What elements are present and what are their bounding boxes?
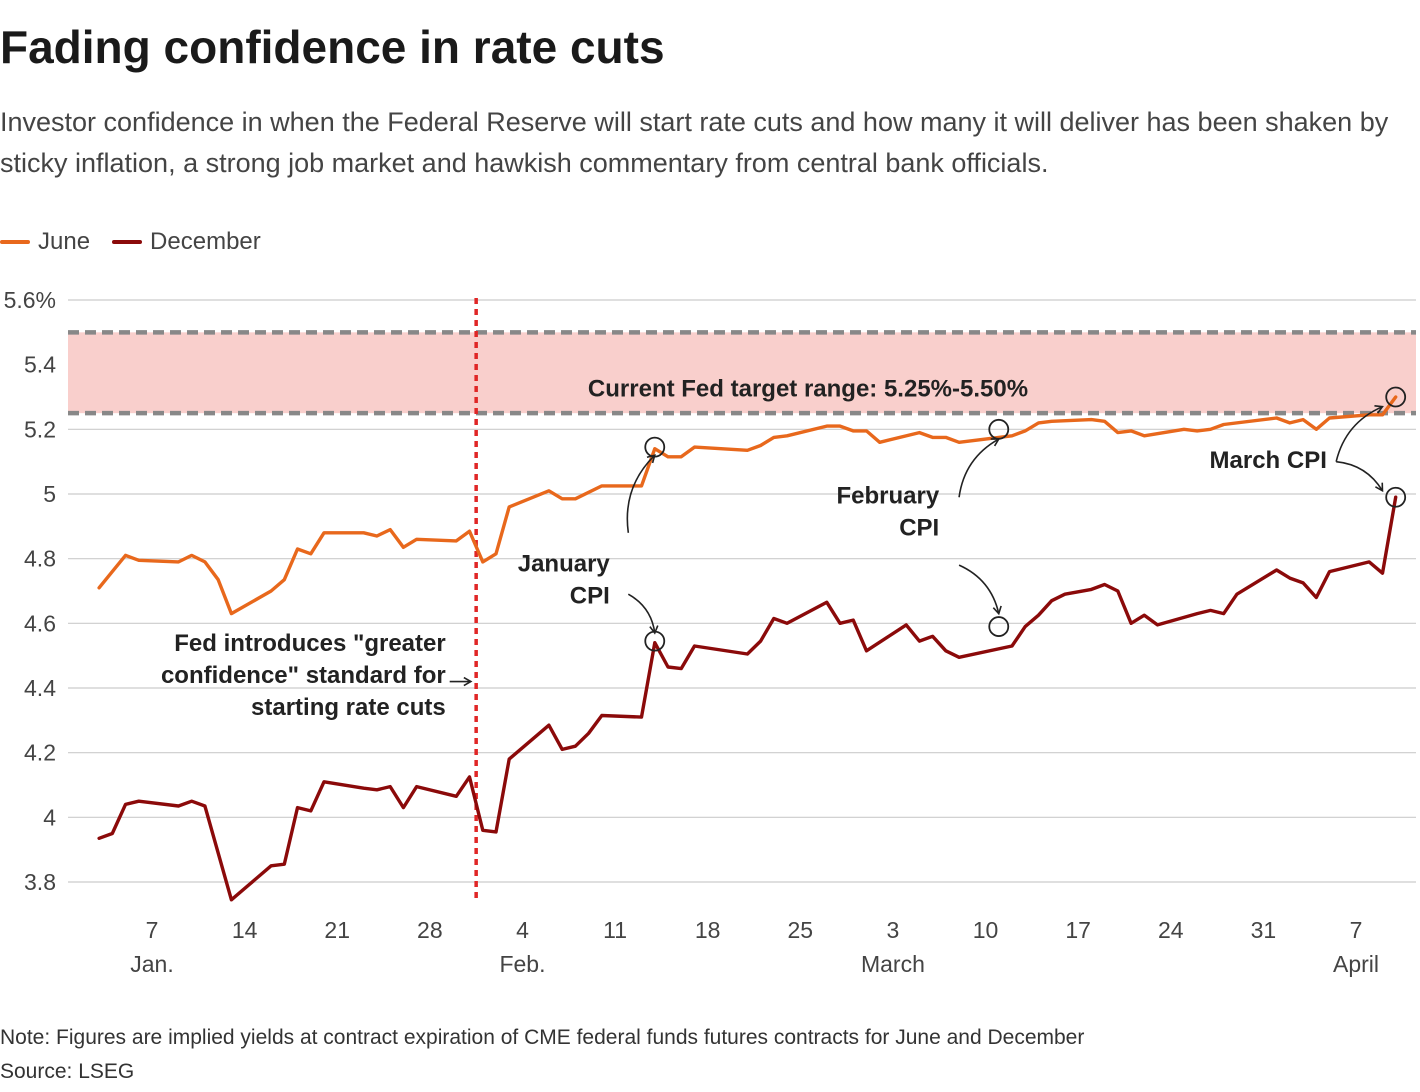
y-tick-label: 4.8 <box>24 546 56 572</box>
legend-item-december: December <box>112 228 261 256</box>
annotation-arrow <box>958 438 1001 498</box>
x-tick-label: 7 <box>146 917 159 943</box>
chart-subtitle: Investor confidence in when the Federal … <box>0 107 1389 178</box>
x-tick-label: 28 <box>417 917 443 943</box>
y-tick-label: 4.6 <box>24 610 56 636</box>
series-line-june <box>97 395 1398 616</box>
x-month-label: Feb. <box>499 951 545 977</box>
annotation-label: January <box>518 551 611 578</box>
annotation-label: CPI <box>570 583 610 610</box>
x-month-label: April <box>1333 951 1379 977</box>
legend-item-june: June <box>0 228 90 256</box>
cpi-marker-circle <box>1385 486 1407 508</box>
annotation-arrow <box>627 593 659 635</box>
x-tick-label: 18 <box>695 917 721 943</box>
y-tick-label: 4.4 <box>24 675 56 701</box>
legend-label-december: December <box>150 228 261 255</box>
x-tick-label: 17 <box>1065 917 1091 943</box>
cpi-marker-circle <box>1385 386 1407 408</box>
y-tick-label: 5.6% <box>4 287 56 313</box>
annotation-arrow <box>958 564 1002 616</box>
x-tick-label: 31 <box>1251 917 1277 943</box>
y-tick-label: 5 <box>43 481 56 507</box>
line-chart: 5.6% 5.4 5.2 5 4.8 4.6 4.4 4.2 4 3.8 Current Fed t… <box>4 287 1416 977</box>
chart-title: Fading confidence in rate cuts <box>0 21 665 73</box>
cpi-marker-circle <box>988 616 1010 637</box>
source-line: Source: LSEG <box>0 1060 135 1083</box>
y-tick-label: 4.2 <box>24 740 56 766</box>
x-tick-label: 24 <box>1158 917 1184 943</box>
y-tick-label: 5.4 <box>24 352 56 378</box>
annotation-label: starting rate cuts <box>251 694 446 721</box>
x-month-label: March <box>861 951 925 977</box>
annotation-label: CPI <box>899 515 939 542</box>
annotation-label: confidence" standard for <box>161 662 446 689</box>
annotation-label: February <box>837 483 940 510</box>
x-tick-label: 10 <box>973 917 999 943</box>
annotation-arrow <box>1336 460 1384 493</box>
annotation-label: March CPI <box>1210 447 1327 474</box>
y-tick-label: 4 <box>43 804 56 830</box>
annotation-arrow <box>626 454 656 533</box>
annotation-arrow <box>1335 405 1384 462</box>
legend-swatch-december <box>112 240 143 244</box>
legend: June December <box>0 228 283 256</box>
target-range-label: Current Fed target range: 5.25%-5.50% <box>588 375 1028 402</box>
x-month-label: Jan. <box>130 951 173 977</box>
legend-swatch-june <box>0 240 30 244</box>
target-range-band <box>68 332 1416 414</box>
x-tick-label: 14 <box>232 917 258 943</box>
x-tick-label: 4 <box>516 917 529 943</box>
x-tick-label: 11 <box>603 917 627 943</box>
x-tick-label: 25 <box>788 917 814 943</box>
y-tick-label: 3.8 <box>24 869 56 895</box>
series-line-december <box>97 495 1398 902</box>
x-tick-label: 3 <box>887 917 900 943</box>
x-tick-label: 7 <box>1350 917 1363 943</box>
y-tick-label: 5.2 <box>24 416 56 442</box>
footnote: Note: Figures are implied yields at cont… <box>0 1026 1085 1049</box>
annotation-label: Fed introduces "greater <box>174 630 445 657</box>
legend-label-june: June <box>38 228 91 255</box>
x-tick-label: 21 <box>324 917 350 943</box>
